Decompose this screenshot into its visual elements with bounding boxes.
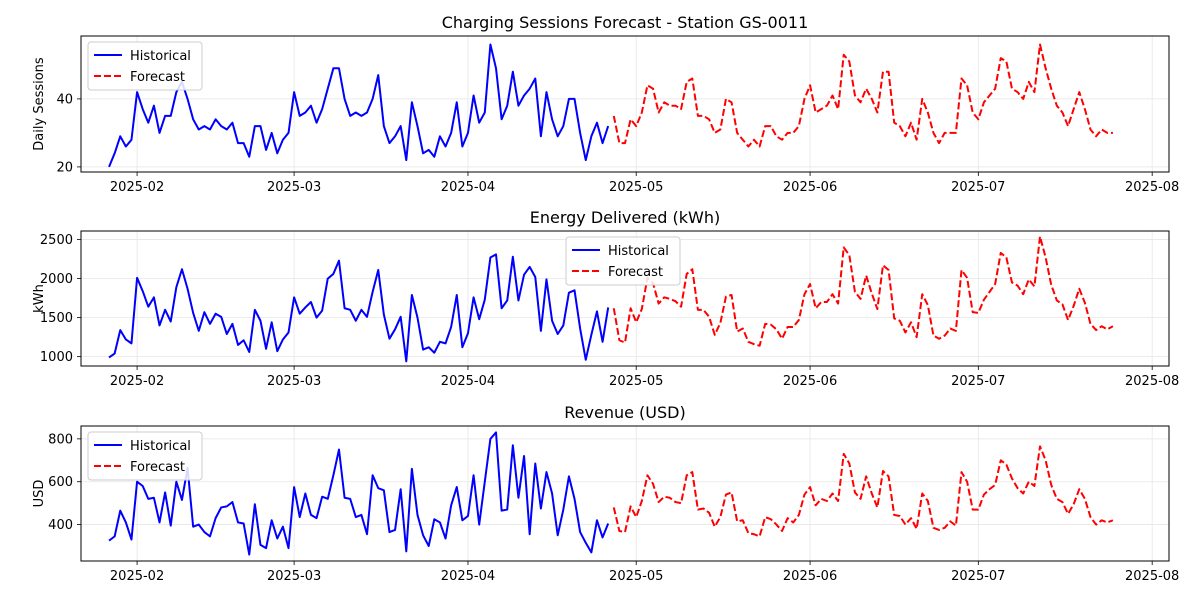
energy-y-tick-label: 1000	[40, 350, 73, 365]
sessions-historical-line	[108, 43, 610, 168]
revenue-historical-line	[108, 431, 610, 556]
revenue-x-tick-label: 2025-06	[783, 569, 837, 584]
revenue-x-tick-label: 2025-08	[1125, 569, 1179, 584]
energy-y-tick-label: 2000	[40, 272, 73, 287]
energy-y-tick-label: 1500	[40, 311, 73, 326]
revenue-x-tick-label: 2025-04	[441, 569, 495, 584]
energy-historical-line	[108, 253, 610, 363]
sessions-x-tick-label: 2025-02	[110, 180, 164, 195]
energy-x-tick-label: 2025-04	[441, 374, 495, 389]
revenue-series-lines	[108, 431, 1114, 556]
revenue-panel: Revenue (USD) USD 2025-02 2025-03 2025-04 2…	[32, 403, 1179, 584]
energy-forecast-line	[612, 235, 1114, 347]
sessions-x-tick-label: 2025-03	[267, 180, 321, 195]
revenue-forecast-line	[612, 445, 1114, 538]
revenue-x-tick-label: 2025-03	[267, 569, 321, 584]
sessions-axes-frame	[80, 35, 1170, 173]
revenue-x-tick-label: 2025-07	[951, 569, 1005, 584]
energy-chart-title: Energy Delivered (kWh)	[530, 208, 721, 227]
revenue-axes-frame	[80, 425, 1170, 562]
revenue-legend: Historical Forecast	[87, 431, 203, 481]
energy-legend: Historical Forecast	[565, 236, 681, 286]
sessions-x-tick-label: 2025-08	[1125, 180, 1179, 195]
revenue-y-axis-label: USD	[32, 480, 47, 508]
energy-y-tick-label: 2500	[40, 233, 73, 248]
energy-x-tick-label: 2025-08	[1125, 374, 1179, 389]
sessions-legend-forecast-label: Forecast	[130, 70, 185, 85]
energy-x-tick-label: 2025-07	[951, 374, 1005, 389]
revenue-ticks: 2025-02 2025-03 2025-04 2025-05 2025-06 2025-…	[48, 432, 1179, 584]
sessions-y-tick-label: 20	[56, 160, 73, 175]
energy-ticks: 2025-02 2025-03 2025-04 2025-05 2025-06 2025-…	[40, 233, 1179, 389]
energy-axes-frame	[80, 230, 1170, 367]
sessions-ticks: 2025-02 2025-03 2025-04 2025-05 2025-06 2025-…	[56, 92, 1179, 195]
revenue-x-tick-label: 2025-02	[110, 569, 164, 584]
sessions-chart-title: Charging Sessions Forecast - Station GS-…	[442, 13, 809, 32]
energy-series-lines	[108, 235, 1114, 363]
sessions-legend-historical-label: Historical	[130, 49, 191, 64]
sessions-legend: Historical Forecast	[87, 41, 203, 91]
sessions-y-axis-label: Daily Sessions	[32, 57, 47, 151]
energy-x-tick-label: 2025-03	[267, 374, 321, 389]
revenue-legend-forecast-label: Forecast	[130, 460, 185, 475]
revenue-chart-title: Revenue (USD)	[564, 403, 685, 422]
sessions-grid	[81, 36, 1169, 172]
energy-x-tick-label: 2025-02	[110, 374, 164, 389]
revenue-grid	[81, 426, 1169, 561]
sessions-panel: Charging Sessions Forecast - Station GS-…	[32, 13, 1179, 195]
revenue-y-tick-label: 400	[48, 518, 73, 533]
sessions-y-tick-label: 40	[56, 92, 73, 107]
energy-x-tick-label: 2025-05	[609, 374, 663, 389]
energy-x-tick-label: 2025-06	[783, 374, 837, 389]
revenue-y-tick-label: 800	[48, 432, 73, 447]
energy-panel: Energy Delivered (kWh) kWh 2025-02 2025-0…	[32, 208, 1179, 389]
revenue-y-tick-label: 600	[48, 475, 73, 490]
sessions-x-tick-label: 2025-06	[783, 180, 837, 195]
revenue-x-tick-label: 2025-05	[609, 569, 663, 584]
energy-legend-forecast-label: Forecast	[608, 265, 663, 280]
energy-legend-historical-label: Historical	[608, 244, 669, 259]
revenue-legend-historical-label: Historical	[130, 439, 191, 454]
energy-y-axis-label: kWh	[32, 284, 47, 313]
sessions-forecast-line	[612, 43, 1113, 148]
sessions-x-tick-label: 2025-05	[609, 180, 663, 195]
sessions-x-tick-label: 2025-07	[951, 180, 1005, 195]
sessions-x-tick-label: 2025-04	[441, 180, 495, 195]
sessions-series-lines	[108, 43, 1113, 168]
